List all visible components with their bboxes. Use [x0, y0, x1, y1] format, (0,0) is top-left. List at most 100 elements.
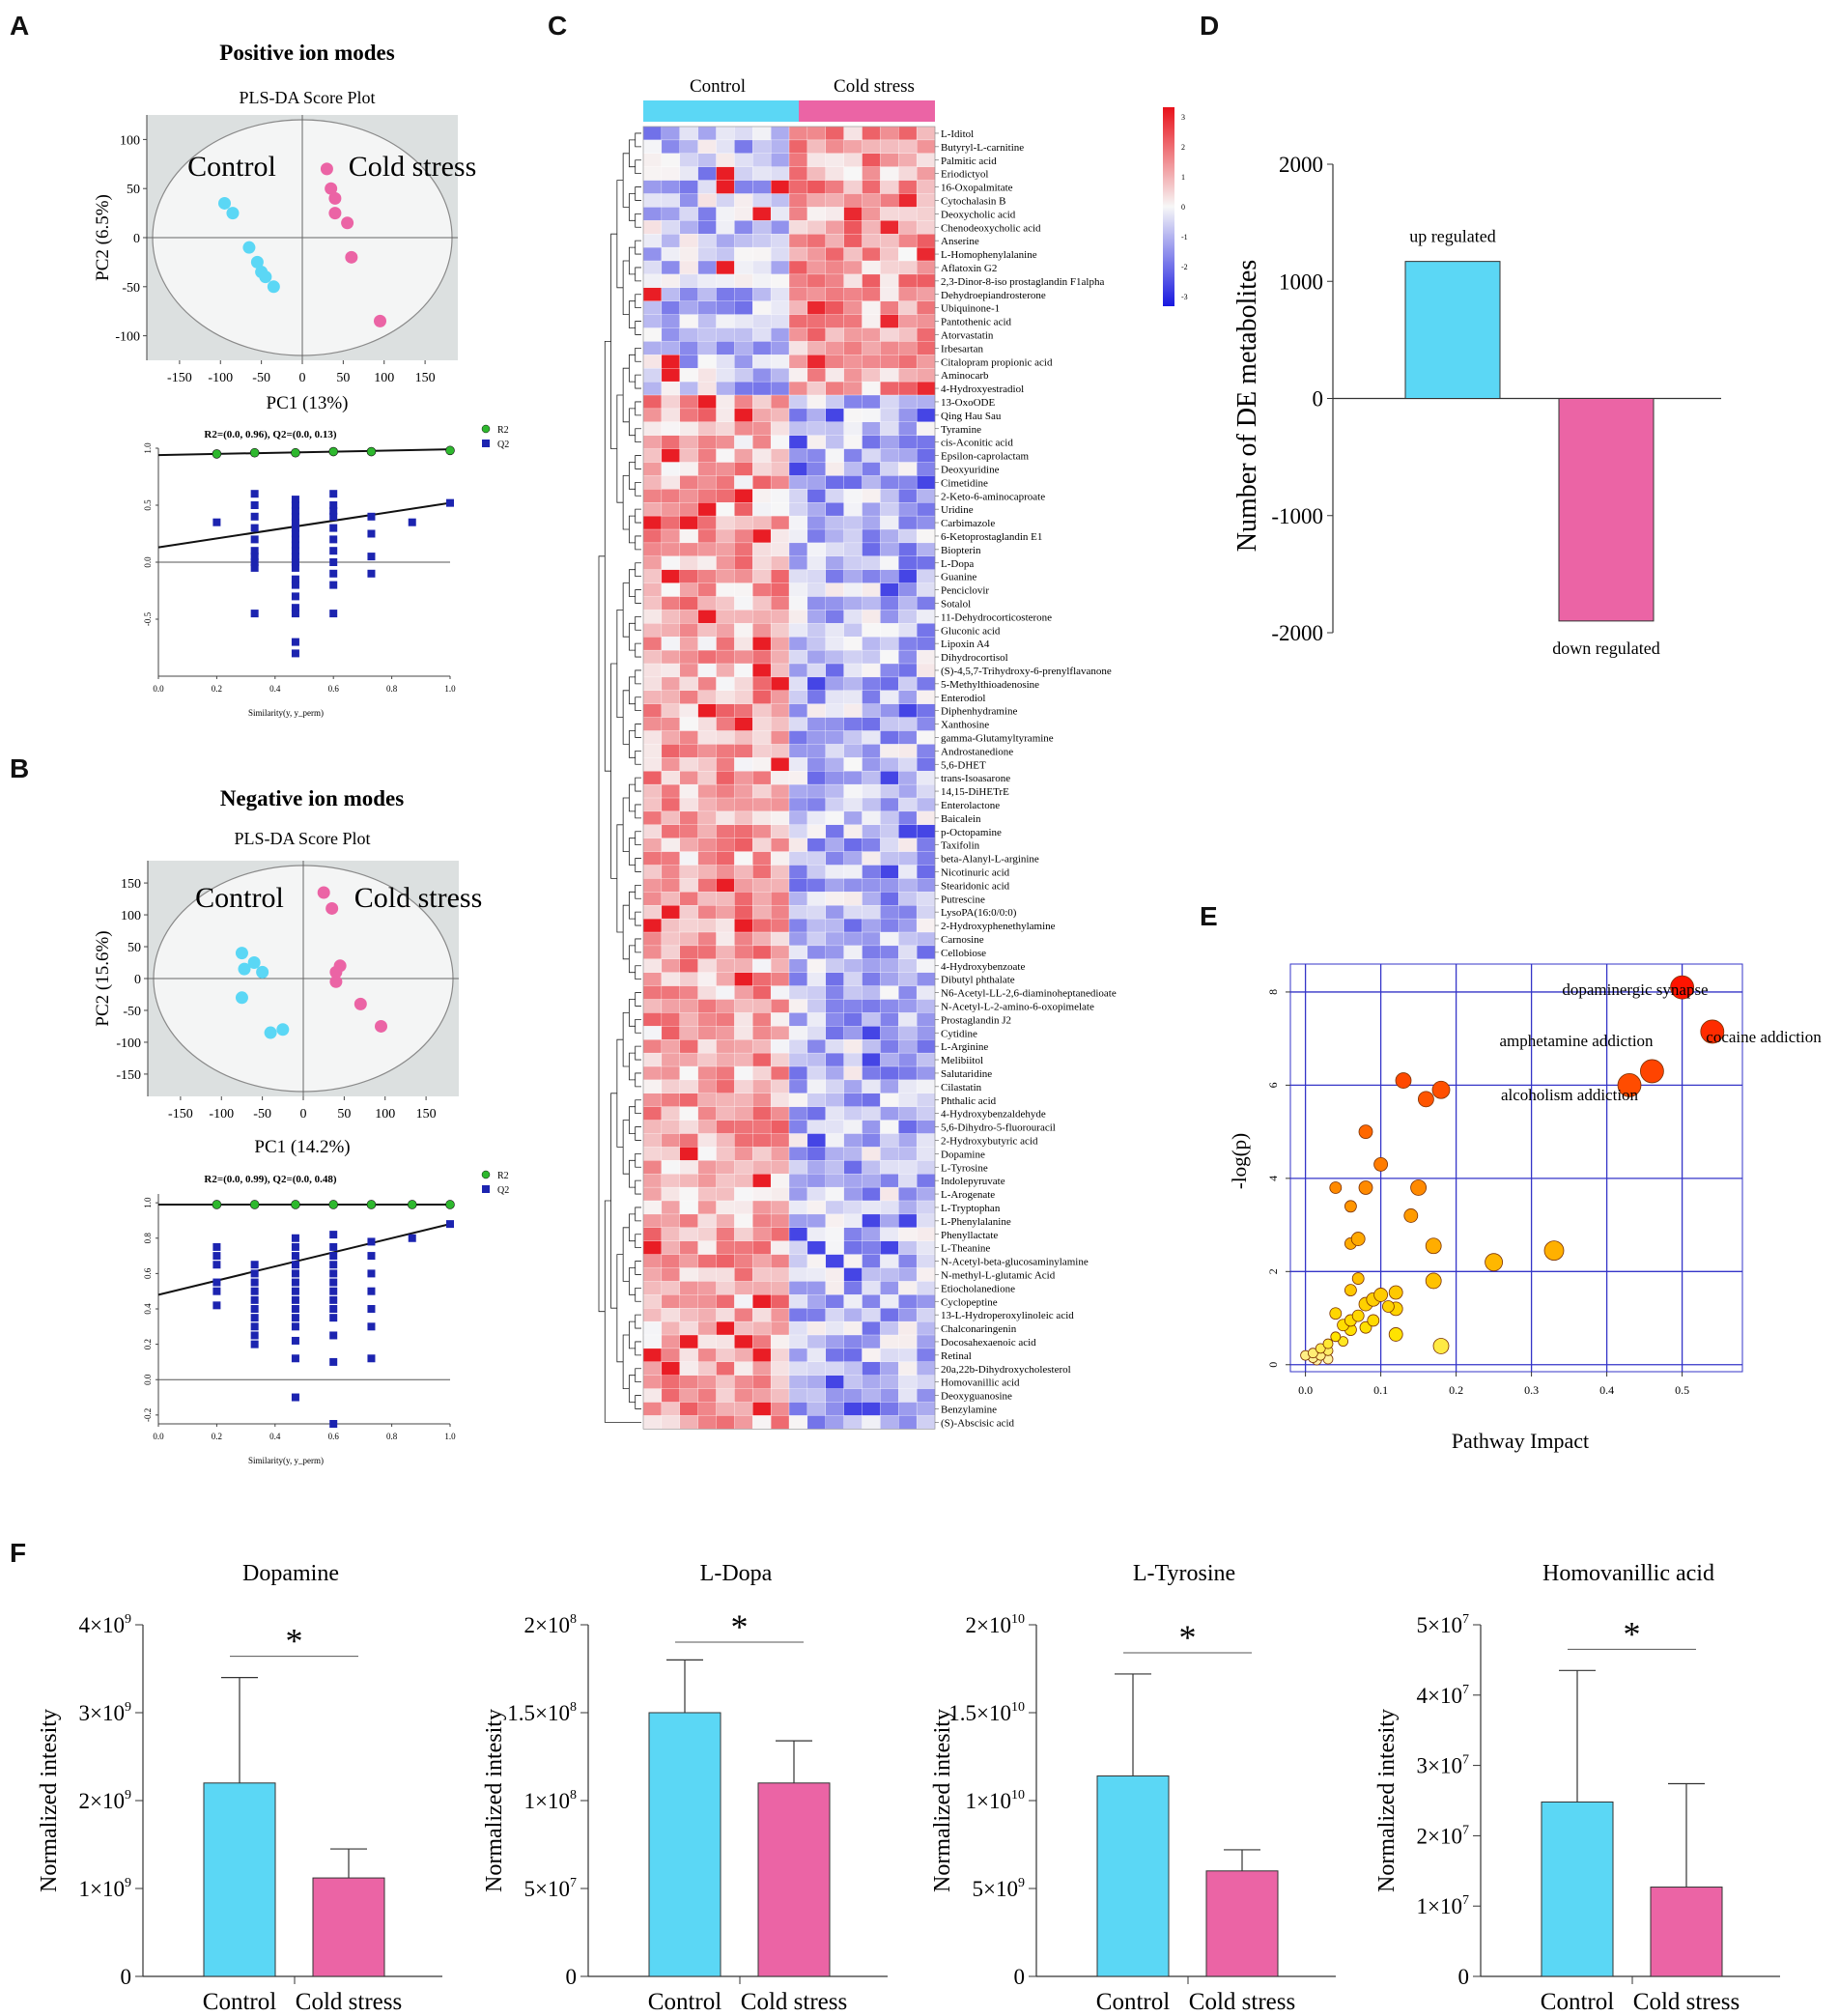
heatmap-cell — [661, 797, 681, 812]
heatmap-cell — [679, 381, 699, 396]
heatmap-cell — [770, 166, 790, 182]
dendrogram-branch — [622, 690, 630, 745]
q2-point — [329, 501, 338, 509]
heatmap-cell — [679, 1093, 699, 1108]
cold-stress-point — [354, 997, 367, 1010]
heatmap-cell — [898, 1320, 918, 1336]
heatmap-cell — [716, 623, 735, 638]
heatmap-row-label: Cimetidine — [941, 477, 988, 489]
heatmap-cell — [916, 892, 936, 906]
heatmap-cell — [916, 569, 936, 584]
heatmap-cell — [770, 1200, 790, 1215]
heatmap-cell — [679, 783, 699, 799]
heatmap-cell — [770, 931, 790, 947]
heatmap-cell — [843, 542, 863, 557]
heatmap-cell — [825, 193, 845, 208]
heatmap-cell — [862, 1294, 881, 1309]
heatmap-cell — [825, 1227, 845, 1242]
y-tick-label: 1.5×108 — [507, 1700, 577, 1725]
y-tick-exponent: 9 — [1018, 1876, 1025, 1890]
heatmap-cell — [898, 421, 918, 437]
heatmap-cell — [825, 246, 845, 262]
q2-point — [408, 518, 416, 526]
heatmap-cell — [806, 1186, 827, 1202]
heatmap-cell — [862, 515, 881, 530]
heatmap-row-label: Baicalein — [941, 813, 981, 825]
dendrogram-branch — [622, 582, 630, 638]
heatmap-cell — [661, 1106, 681, 1122]
y-tick-mantissa: 3×10 — [1417, 1754, 1462, 1778]
heatmap-cell — [825, 851, 845, 866]
heatmap-cell — [642, 1160, 663, 1175]
heatmap-cell — [697, 273, 718, 289]
heatmap-cell — [752, 1375, 772, 1390]
heatmap-cell — [898, 1065, 918, 1081]
dendrogram-branch — [635, 724, 641, 738]
heatmap-cell — [716, 810, 735, 826]
heatmap-row-label: Carnosine — [941, 934, 984, 946]
heatmap-cell — [898, 246, 918, 262]
chart-ylabel: Normalized intesity — [930, 1709, 955, 1892]
heatmap-cell — [661, 744, 681, 758]
heatmap-cell — [734, 1254, 753, 1269]
heatmap-cell — [916, 972, 936, 987]
heatmap-cell — [825, 327, 845, 342]
heatmap-cell — [788, 771, 808, 785]
heatmap-cell — [734, 528, 753, 544]
dendrogram-branch — [616, 610, 624, 718]
heatmap-row-label: 4-Hydroxyestradiol — [941, 383, 1024, 395]
heatmap-cell — [788, 623, 808, 638]
r2-point — [212, 449, 222, 459]
heatmap-cell — [716, 1174, 735, 1188]
heatmap-cell — [880, 1012, 899, 1027]
heatmap-cell — [843, 475, 863, 490]
heatmap-cell — [825, 381, 845, 396]
heatmap-cell — [642, 623, 663, 638]
heatmap-cell — [898, 408, 918, 423]
heatmap-cell — [862, 690, 881, 705]
heatmap-cell — [843, 234, 863, 248]
heatmap-cell — [770, 408, 790, 423]
heatmap-cell — [716, 1294, 735, 1309]
dendrogram-branch — [629, 300, 636, 328]
heatmap-cell — [752, 300, 772, 316]
heatmap-row-label: L-Tyrosine — [941, 1162, 988, 1174]
heatmap-cell — [825, 623, 845, 638]
heatmap-cell — [825, 1281, 845, 1295]
heatmap-cell — [679, 771, 699, 785]
y-tick-mantissa: 5×10 — [973, 1877, 1018, 1901]
heatmap-cell — [862, 810, 881, 826]
heatmap-cell — [661, 838, 681, 853]
heatmap-cell — [770, 1039, 790, 1054]
heatmap-cell — [642, 139, 663, 155]
heatmap-cell — [862, 475, 881, 490]
heatmap-cell — [825, 273, 845, 289]
significance-marker: * — [731, 1607, 749, 1646]
heatmap-cell — [734, 502, 753, 517]
heatmap-cell — [862, 771, 881, 785]
heatmap-row-label: Sotalol — [941, 598, 971, 610]
heatmap-cell — [716, 1375, 735, 1390]
scale-tick-label: 1 — [1181, 173, 1185, 182]
heatmap-cell — [734, 341, 753, 355]
dendrogram-branch — [635, 1207, 641, 1222]
heatmap-row-label: Taxifolin — [941, 840, 980, 852]
heatmap-cell — [661, 355, 681, 369]
heatmap-cell — [862, 649, 881, 665]
dendrogram-branch — [622, 475, 630, 530]
y-tick-label: 1.0 — [143, 1197, 153, 1208]
pathway-point — [1543, 1240, 1565, 1262]
heatmap-cell — [916, 528, 936, 544]
heatmap-row-label: 5,6-Dihydro-5-fluorouracil — [941, 1122, 1056, 1134]
heatmap-cell — [661, 610, 681, 624]
heatmap-cell — [697, 327, 718, 342]
heatmap-cell — [734, 838, 753, 853]
heatmap-cell — [898, 1213, 918, 1229]
heatmap-cell — [716, 260, 735, 275]
heatmap-cell — [843, 918, 863, 933]
heatmap-cell — [916, 287, 936, 302]
heatmap-cell — [843, 435, 863, 450]
heatmap-cell — [642, 1402, 663, 1416]
x-category-label: Control — [1096, 1989, 1170, 2015]
heatmap-cell — [661, 314, 681, 329]
